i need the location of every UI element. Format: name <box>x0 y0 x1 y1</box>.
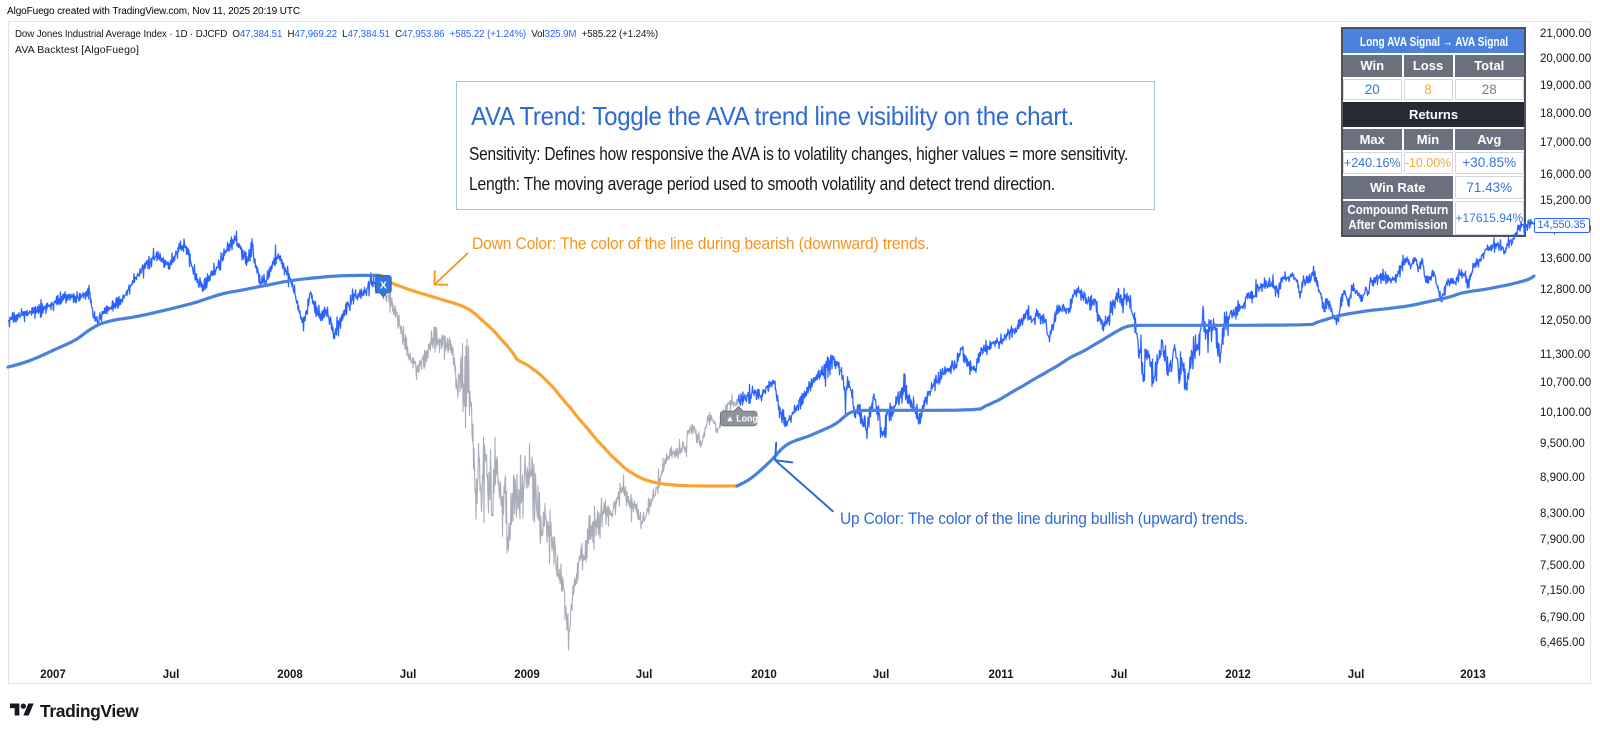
svg-text:X: X <box>380 279 387 291</box>
svg-text:Long: Long <box>736 414 758 424</box>
